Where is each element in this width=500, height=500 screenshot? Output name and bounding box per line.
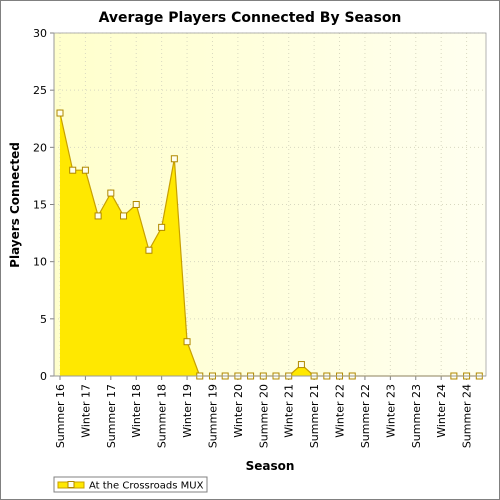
x-tick-label: Winter 23 xyxy=(384,384,397,438)
x-axis-label: Season xyxy=(246,459,295,473)
x-tick-label: Summer 21 xyxy=(308,384,321,448)
y-tick-label: 5 xyxy=(40,313,47,326)
data-point xyxy=(170,155,178,163)
data-point xyxy=(158,223,166,231)
data-point xyxy=(145,246,153,254)
legend: At the Crossroads MUX xyxy=(53,476,208,493)
y-axis-label: Players Connected xyxy=(8,142,22,268)
data-point xyxy=(94,212,102,220)
plot-area-group: 0 5 10 15 20 25 30 Summer 16 Winter 17 Summer 17 W… xyxy=(33,27,487,448)
x-tick-label: Winter 21 xyxy=(283,384,296,438)
x-tick-label: Winter 22 xyxy=(334,384,347,438)
data-point xyxy=(69,166,77,174)
x-tick-label: Summer 16 xyxy=(54,384,67,448)
legend-box xyxy=(53,476,208,493)
plot-border xyxy=(53,32,487,377)
y-tick-label: 30 xyxy=(33,27,47,40)
x-tick-label: Winter 17 xyxy=(79,384,92,438)
x-tick-label: Summer 17 xyxy=(105,384,118,448)
y-tick-label: 10 xyxy=(33,256,47,269)
data-point xyxy=(107,189,115,197)
data-point xyxy=(132,201,140,208)
x-tick-label: Winter 18 xyxy=(130,384,143,438)
x-tick-label: Summer 24 xyxy=(461,384,474,448)
data-point xyxy=(81,166,89,174)
data-point xyxy=(120,212,128,220)
x-tick-label: Summer 19 xyxy=(206,384,219,448)
x-tick-label: Winter 19 xyxy=(181,384,194,438)
y-tick-label: 0 xyxy=(40,370,47,383)
x-tick-label: Summer 20 xyxy=(257,384,270,448)
y-tick-label: 25 xyxy=(33,84,47,97)
chart-title: Average Players Connected By Season xyxy=(99,10,402,26)
x-tick-label: Winter 20 xyxy=(232,384,245,438)
x-tick-label: Summer 18 xyxy=(156,384,169,448)
legend-label: At the Crossroads MUX xyxy=(89,481,204,492)
legend-marker xyxy=(67,481,75,488)
y-tick-label: 20 xyxy=(33,141,47,154)
data-point xyxy=(56,109,64,117)
series-area xyxy=(60,113,480,376)
y-tick-label: 15 xyxy=(33,199,47,212)
data-point xyxy=(183,338,191,346)
x-tick-label: Summer 22 xyxy=(359,384,372,448)
x-tick-label: Summer 23 xyxy=(410,384,423,448)
x-tick-label: Winter 24 xyxy=(435,384,448,438)
data-point xyxy=(297,361,305,369)
